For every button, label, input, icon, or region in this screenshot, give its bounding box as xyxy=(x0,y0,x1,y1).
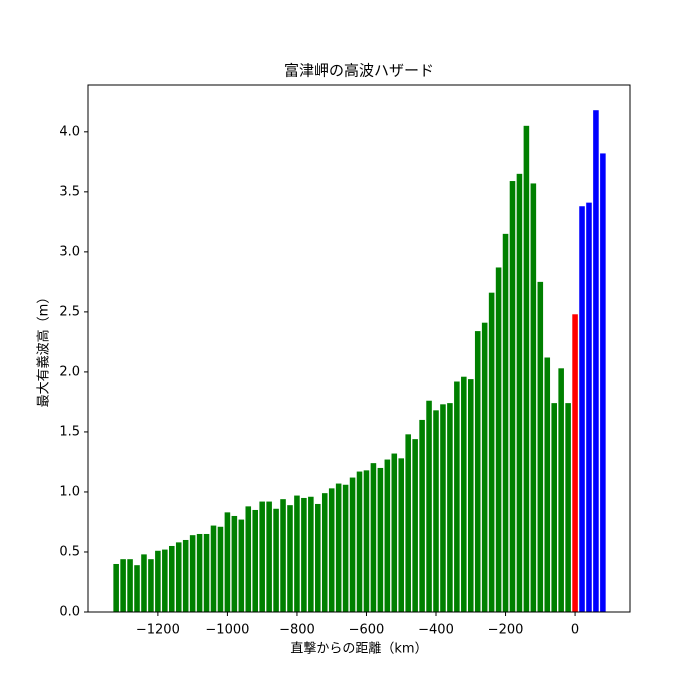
bar xyxy=(537,281,544,612)
bar xyxy=(461,376,467,612)
bar xyxy=(141,554,147,612)
y-tick-label: 4.0 xyxy=(59,124,80,139)
bar xyxy=(356,471,363,612)
bar xyxy=(169,545,175,612)
y-tick-label: 1.0 xyxy=(59,484,80,499)
x-tick-label: −800 xyxy=(279,623,315,638)
bar xyxy=(266,501,272,612)
bar xyxy=(182,539,189,612)
bar xyxy=(155,550,161,612)
bar xyxy=(273,508,279,612)
y-tick-label: 3.0 xyxy=(59,244,80,259)
bar xyxy=(551,403,557,612)
bar xyxy=(502,233,509,612)
bar xyxy=(440,404,446,612)
bar xyxy=(467,379,474,612)
x-tick-label: −1000 xyxy=(205,623,249,638)
x-tick-label: −600 xyxy=(349,623,385,638)
bar xyxy=(412,439,418,612)
bar xyxy=(600,153,606,612)
bar xyxy=(558,368,564,612)
bar xyxy=(148,559,154,612)
bar xyxy=(474,331,481,612)
bar xyxy=(565,403,571,612)
bar xyxy=(321,493,328,612)
bar xyxy=(210,525,217,612)
bar xyxy=(127,559,133,612)
bar xyxy=(301,497,307,612)
y-tick-label: 0.5 xyxy=(59,544,80,559)
bar xyxy=(349,477,356,612)
bar xyxy=(419,419,425,612)
y-tick-label: 1.5 xyxy=(59,424,80,439)
bar xyxy=(162,549,168,612)
bar xyxy=(495,267,502,612)
bar xyxy=(384,459,391,612)
y-tick-label: 0.0 xyxy=(59,605,80,620)
bar xyxy=(370,463,377,612)
bar xyxy=(509,181,516,613)
bar xyxy=(134,565,140,612)
bar xyxy=(572,314,578,612)
x-tick-label: −200 xyxy=(488,623,524,638)
bar xyxy=(315,503,321,612)
plot-frame xyxy=(87,84,631,613)
bar xyxy=(120,559,126,612)
chart-title: 富津岬の高波ハザード xyxy=(284,62,434,80)
y-tick-label: 3.5 xyxy=(59,184,80,199)
bar xyxy=(245,506,252,612)
bar xyxy=(224,512,231,612)
x-tick-label: 0 xyxy=(571,623,579,638)
bar xyxy=(308,496,314,612)
bar xyxy=(113,563,119,612)
bar xyxy=(328,488,335,612)
bar xyxy=(280,499,286,612)
bar xyxy=(454,381,460,612)
bar xyxy=(287,505,293,612)
y-axis-label: 最大有義波高（m） xyxy=(36,291,52,408)
x-tick-label: −400 xyxy=(418,623,454,638)
bar xyxy=(593,110,599,612)
bar xyxy=(342,484,349,612)
bar xyxy=(231,515,238,612)
bar xyxy=(398,458,405,612)
bar xyxy=(405,434,411,612)
bar xyxy=(433,410,439,612)
y-tick-label: 2.0 xyxy=(59,364,80,379)
bar xyxy=(426,400,432,612)
bar xyxy=(175,542,182,612)
bar xyxy=(530,183,537,612)
bar xyxy=(488,292,495,612)
y-tick-label: 2.5 xyxy=(59,304,80,319)
bar xyxy=(544,357,551,612)
x-tick-label: −1200 xyxy=(136,623,180,638)
bar xyxy=(259,501,265,612)
bar xyxy=(447,403,453,612)
bar xyxy=(586,202,592,612)
bar xyxy=(294,495,300,612)
x-axis-label: 直撃からの距離（km） xyxy=(290,641,427,657)
bar xyxy=(252,509,259,612)
bar xyxy=(196,533,203,612)
bar xyxy=(217,526,224,612)
bar xyxy=(481,322,488,612)
bar xyxy=(523,125,530,612)
bar xyxy=(391,453,398,612)
bar xyxy=(238,519,245,612)
bar xyxy=(203,533,210,612)
bar xyxy=(335,483,342,612)
bar xyxy=(189,535,196,612)
bar xyxy=(363,470,370,612)
bar xyxy=(377,467,384,612)
bar xyxy=(516,173,523,612)
bar xyxy=(579,206,585,612)
